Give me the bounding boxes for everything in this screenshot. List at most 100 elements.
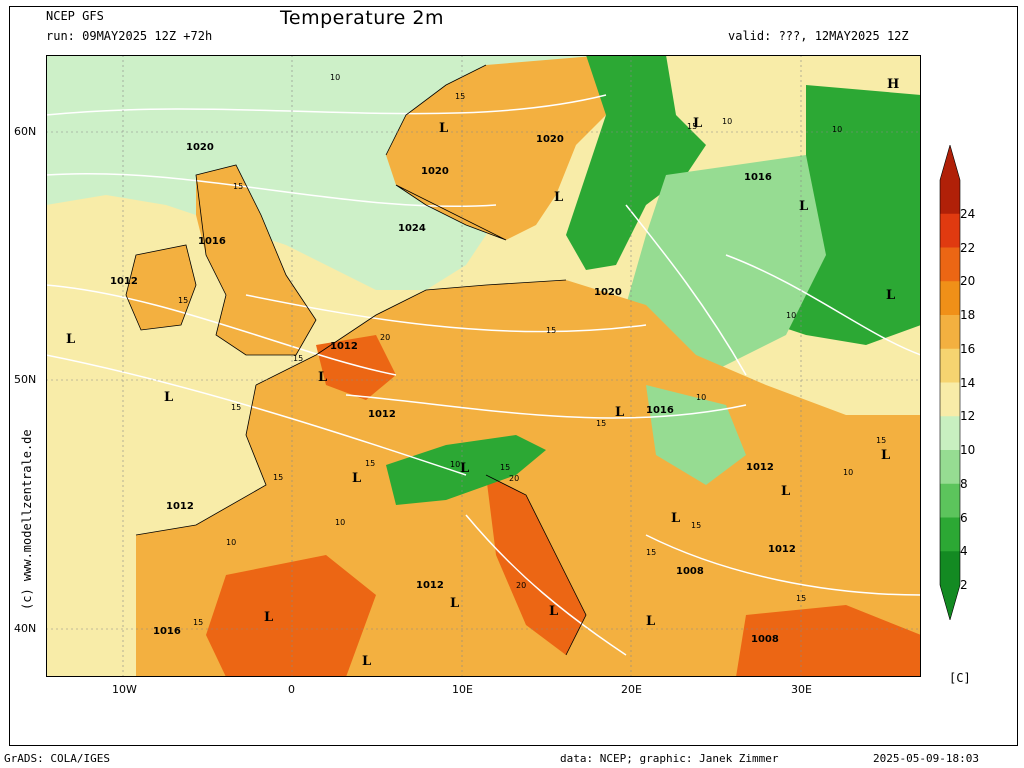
isotherm-label: 15 <box>691 521 701 530</box>
lon-label: 30E <box>791 683 812 696</box>
colorbar-tick-label: 16 <box>960 341 976 356</box>
low-marker: L <box>615 405 624 420</box>
colorbar-segment <box>940 281 960 316</box>
coastlines <box>125 64 587 656</box>
colorbar-unit: [C] <box>949 671 971 685</box>
low-marker: L <box>318 370 327 385</box>
model-name: NCEP GFS <box>46 9 104 23</box>
pressure-label: 1012 <box>166 501 194 512</box>
lat-label: 40N <box>14 622 37 635</box>
colorbar-tick-label: 22 <box>960 240 976 255</box>
colorbar-segment <box>940 483 960 518</box>
isotherm-label: 15 <box>293 354 303 363</box>
isotherm-label: 15 <box>273 473 283 482</box>
graticule <box>46 55 921 677</box>
colorbar-segment <box>940 180 960 215</box>
isotherm-label: 10 <box>786 311 796 320</box>
low-marker: L <box>549 604 558 619</box>
colorbar-tick-label: 20 <box>960 274 976 289</box>
pressure-labels: 1020 1020 1020 1020 1024 1016 1012 1012 … <box>110 134 796 645</box>
valid-time: valid: ???, 12MAY2025 12Z <box>728 29 909 43</box>
isotherm-line <box>46 94 607 116</box>
colorbar-outline <box>939 145 961 620</box>
colorbar-tick-label: 18 <box>960 308 976 322</box>
isotherm-label: 15 <box>365 459 375 468</box>
isotherm-label: 15 <box>455 92 465 101</box>
isotherm-label: 15 <box>876 436 886 445</box>
alps-cold <box>386 435 546 505</box>
isotherm-label: 15 <box>546 326 556 335</box>
colorbar-segment <box>940 517 960 552</box>
isotherm-line <box>345 394 747 419</box>
isotherm-label: 20 <box>516 581 526 590</box>
low-marker: L <box>362 654 371 669</box>
colorbar-tick-label: 6 <box>960 510 968 525</box>
pressure-label: 1012 <box>746 462 774 473</box>
temperature-map: 1020 1020 1020 1020 1024 1016 1012 1012 … <box>46 55 921 677</box>
isotherm-line <box>46 284 397 376</box>
scandinavia-land <box>386 55 606 240</box>
low-marker: L <box>781 484 790 499</box>
low-marker: L <box>66 332 75 347</box>
pressure-label: 1012 <box>416 580 444 591</box>
isotherm-label: 15 <box>231 403 241 412</box>
isotherm-label: 15 <box>233 182 243 191</box>
isotherm-label: 15 <box>500 463 510 472</box>
isotherm-line <box>46 354 467 476</box>
colorbar <box>939 145 961 620</box>
isotherm-label: 10 <box>843 468 853 477</box>
coastline <box>125 244 197 331</box>
low-marker: L <box>264 610 273 625</box>
coastline <box>385 64 507 241</box>
isotherm-label: 10 <box>226 538 236 547</box>
colorbar-tick-label: 4 <box>960 544 968 559</box>
coastline <box>195 164 317 356</box>
run-info: run: 09MAY2025 12Z +72h <box>46 29 213 43</box>
low-marker: L <box>439 121 448 136</box>
colorbar-segment <box>940 348 960 383</box>
isotherm-label: 15 <box>178 296 188 305</box>
ireland-land <box>126 245 196 330</box>
eastern-cool-region <box>626 155 826 375</box>
colorbar-segment <box>940 450 960 485</box>
pressure-label: 1020 <box>421 166 449 177</box>
isotherm-label: 15 <box>796 594 806 603</box>
colorbar-tick-label: 14 <box>960 375 976 390</box>
colorbar-tick-label: 8 <box>960 476 968 491</box>
low-marker: L <box>646 614 655 629</box>
low-marker: L <box>881 448 890 463</box>
isotherm-label: 15 <box>687 122 697 131</box>
pressure-label: 1016 <box>744 172 772 183</box>
isotherm-label: 10 <box>832 125 842 134</box>
map-border <box>46 55 921 677</box>
low-marker: L <box>671 511 680 526</box>
lon-label: 0 <box>288 683 295 696</box>
isotherm-label: 10 <box>335 518 345 527</box>
isotherm-labels: 10 15 15 10 15 15 10 15 15 10 15 10 20 1… <box>178 73 886 627</box>
low-marker: L <box>450 596 459 611</box>
high-marker: H <box>887 77 899 92</box>
isotherm-line <box>625 204 747 376</box>
footer-timestamp: 2025-05-09-18:03 <box>873 752 979 765</box>
low-marker: L <box>799 199 808 214</box>
pressure-label: 1016 <box>198 236 226 247</box>
colorbar-tick-label: 2 <box>960 578 968 592</box>
isotherm-line <box>46 172 497 208</box>
pressure-label: 1008 <box>676 566 704 577</box>
turkey-hot <box>736 605 921 677</box>
lon-label: 20E <box>621 683 642 696</box>
isotherm-label: 10 <box>450 460 460 469</box>
low-marker: L <box>460 461 469 476</box>
lon-label: 10W <box>112 683 137 696</box>
chart-frame <box>9 6 1018 746</box>
colorbar-segment <box>940 382 960 417</box>
pressure-label: 1020 <box>536 134 564 145</box>
benelux-hot <box>316 335 396 400</box>
coastline <box>485 474 587 656</box>
low-marker: L <box>352 471 361 486</box>
pressure-label: 1012 <box>110 276 138 287</box>
low-marker: L <box>693 116 702 131</box>
isotherm-label: 10 <box>722 117 732 126</box>
isotherm-label: 15 <box>646 548 656 557</box>
isotherm-contours <box>46 94 921 656</box>
